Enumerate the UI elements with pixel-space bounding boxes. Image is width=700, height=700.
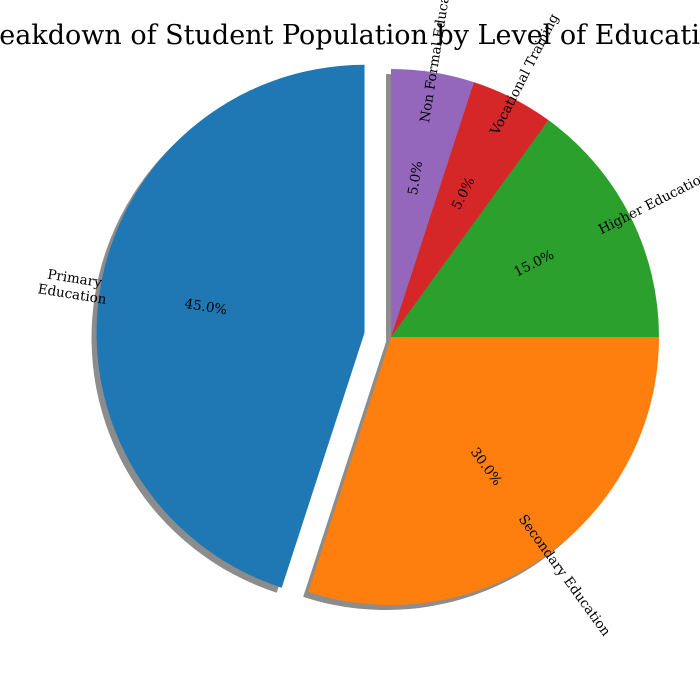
slice-percent-non-formal-education: 5.0%	[405, 160, 426, 197]
slice-vocational-training	[391, 82, 549, 337]
chart-title: Breakdown of Student Population by Level…	[0, 20, 700, 51]
pie-slices	[96, 64, 659, 605]
slice-primary-education	[96, 64, 365, 588]
slice-non-formal-education	[391, 69, 474, 337]
slice-secondary-education	[308, 337, 659, 605]
slice-percent-primary-education: 45.0%	[183, 296, 228, 319]
slice-higher-education	[391, 120, 659, 338]
slice-label-primary-education: PrimaryEducation	[37, 265, 111, 308]
